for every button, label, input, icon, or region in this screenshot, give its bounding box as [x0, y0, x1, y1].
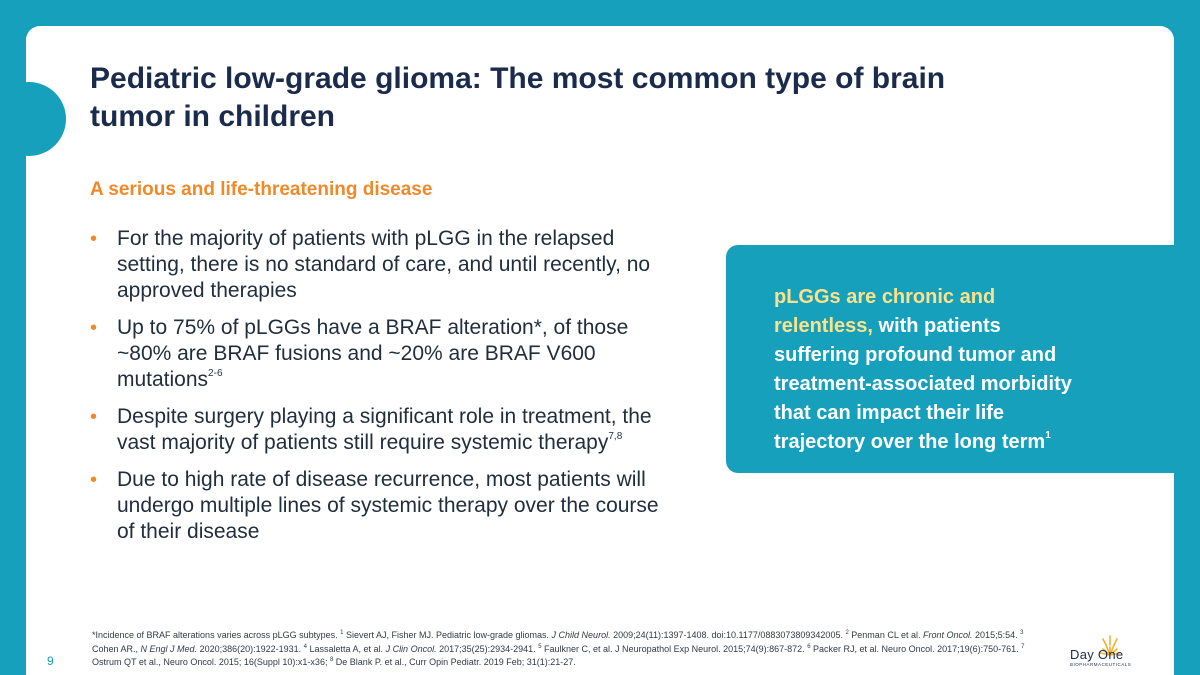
- footnote-sup: 3: [1020, 630, 1024, 636]
- bullet-text: Due to high rate of disease recurrence, …: [117, 468, 659, 543]
- footnote-references: *Incidence of BRAF alterations varies ac…: [92, 629, 1032, 670]
- citation-superscript: 2-6: [208, 368, 223, 379]
- day-one-logo: Day One BIOPHARMACEUTICALS: [1058, 633, 1144, 669]
- callout-box: pLGGs are chronic and relentless, with p…: [726, 245, 1200, 473]
- footnote-sup: 2: [845, 630, 849, 636]
- logo-subtitle: BIOPHARMACEUTICALS: [1070, 662, 1132, 667]
- footnote-text: 2009;24(11):1397-1408. doi:10.1177/08830…: [610, 630, 846, 640]
- callout-body: with patients suffering profound tumor a…: [774, 315, 1072, 453]
- bullet-item: • Up to 75% of pLGGs have a BRAF alterati…: [90, 315, 680, 393]
- sunburst-icon: [1099, 635, 1121, 656]
- footnote-sup: 6: [807, 643, 811, 650]
- footnote-text: 2015;5:54.: [972, 630, 1021, 640]
- footnote-text: Faulkner C, et al. J Neuropathol Exp Neu…: [541, 643, 808, 654]
- decorative-notch: [0, 82, 66, 156]
- footnote-text: Ostrum QT et al., Neuro Oncol. 2015; 16(…: [92, 657, 330, 667]
- bullet-item: • Due to high rate of disease recurrence,…: [90, 467, 680, 545]
- journal-name: J Clin Oncol.: [385, 643, 437, 654]
- footnote-sup: 7: [1021, 643, 1025, 650]
- citation-superscript: 1: [1045, 430, 1051, 441]
- footnote-sup: 5: [538, 643, 542, 650]
- bullet-text: For the majority of patients with pLGG i…: [117, 227, 651, 302]
- footnote-text: Cohen AR.,: [92, 643, 141, 654]
- citation-superscript: 7,8: [608, 431, 623, 442]
- bullet-item: • For the majority of patients with pLGG …: [90, 226, 680, 304]
- footnote-sup: 1: [340, 630, 344, 636]
- footnote-text: *Incidence of BRAF alterations varies ac…: [92, 630, 341, 640]
- footnote-text: Penman CL et al.: [848, 630, 924, 640]
- bullet-item: • Despite surgery playing a significant r…: [90, 404, 680, 456]
- bullet-text: Up to 75% of pLGGs have a BRAF alteratio…: [117, 316, 629, 391]
- footnote-sup: 4: [303, 643, 307, 650]
- footnote-text: Packer RJ, et al. Neuro Oncol. 2017;19(6…: [810, 643, 1022, 654]
- callout-highlight: pLGGs are chronic and relentless,: [774, 286, 996, 337]
- footnote-sup: 8: [329, 657, 334, 663]
- bullet-list: • For the majority of patients with pLGG …: [90, 226, 680, 556]
- footnote-text: 2020;386(20):1922-1931.: [197, 643, 304, 654]
- footnote-text: 2017;35(25):2934-2941.: [436, 643, 539, 654]
- bullet-marker: •: [90, 406, 98, 428]
- bullet-marker: •: [90, 469, 98, 491]
- callout-text: pLGGs are chronic and relentless, with p…: [774, 283, 1084, 457]
- footnote-text: Sievert AJ, Fisher MJ. Pediatric low-gra…: [343, 630, 552, 640]
- footnote-text: De Blank P. et al., Curr Opin Pediatr. 2…: [333, 657, 576, 667]
- logo-wordmark: Day One: [1070, 647, 1124, 662]
- journal-name: Front Oncol.: [923, 630, 973, 640]
- footnote-text: Lassaletta A, et al.: [307, 643, 386, 654]
- bullet-marker: •: [90, 317, 98, 339]
- journal-name: J Child Neurol.: [551, 630, 611, 640]
- bullet-marker: •: [90, 228, 98, 250]
- bullet-text: Despite surgery playing a significant ro…: [117, 405, 652, 454]
- section-subtitle: A serious and life-threatening disease: [90, 179, 433, 200]
- journal-name: N Engl J Med.: [140, 643, 198, 654]
- page-number: 9: [47, 654, 54, 668]
- slide-title: Pediatric low-grade glioma: The most com…: [90, 62, 946, 133]
